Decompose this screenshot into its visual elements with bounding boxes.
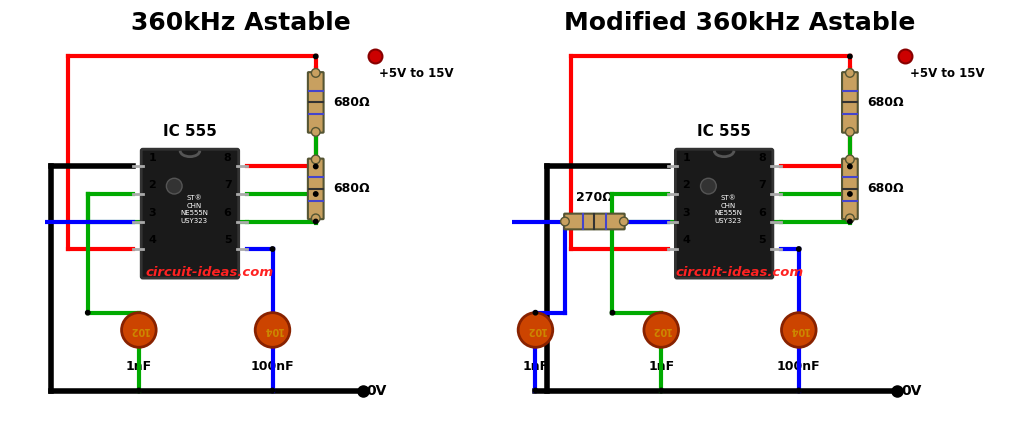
Text: 102: 102: [525, 325, 546, 335]
Text: IC 555: IC 555: [697, 124, 751, 139]
Text: 3: 3: [148, 208, 155, 218]
Text: 5: 5: [758, 235, 766, 245]
Text: 104: 104: [788, 325, 809, 335]
FancyBboxPatch shape: [308, 159, 324, 219]
Circle shape: [847, 219, 852, 224]
Text: 6: 6: [758, 208, 766, 218]
Text: ST®
CHN
NE555N
USY323: ST® CHN NE555N USY323: [180, 195, 208, 224]
Circle shape: [312, 128, 320, 136]
Circle shape: [533, 311, 537, 315]
Circle shape: [845, 155, 854, 164]
Text: circuit-ideas.com: circuit-ideas.com: [145, 266, 273, 279]
Text: 100nF: 100nF: [777, 360, 821, 373]
Text: 1nF: 1nF: [648, 360, 675, 373]
Text: 102: 102: [129, 325, 149, 335]
Text: 6: 6: [224, 208, 232, 218]
Circle shape: [659, 389, 663, 392]
Circle shape: [312, 214, 320, 223]
Text: 100nF: 100nF: [251, 360, 295, 373]
Text: 1nF: 1nF: [522, 360, 549, 373]
Text: 680Ω: 680Ω: [333, 183, 370, 195]
Circle shape: [611, 311, 615, 315]
Text: IC 555: IC 555: [163, 124, 216, 139]
Text: 5: 5: [224, 235, 232, 245]
Circle shape: [312, 69, 320, 77]
Text: +5V to 15V: +5V to 15V: [379, 66, 454, 80]
Text: +5V to 15V: +5V to 15V: [909, 66, 985, 80]
Circle shape: [845, 128, 854, 136]
Circle shape: [797, 247, 801, 251]
Circle shape: [533, 389, 537, 392]
Text: 7: 7: [758, 180, 766, 190]
Circle shape: [314, 54, 318, 58]
Circle shape: [85, 311, 90, 315]
FancyBboxPatch shape: [141, 149, 239, 278]
Text: ST®
CHN
NE555N
USY323: ST® CHN NE555N USY323: [714, 195, 742, 224]
Circle shape: [644, 313, 679, 347]
Text: 8: 8: [224, 152, 232, 163]
Circle shape: [270, 389, 274, 392]
Circle shape: [314, 192, 318, 196]
Text: 1: 1: [148, 152, 156, 163]
Circle shape: [847, 54, 852, 58]
Circle shape: [518, 313, 553, 347]
Text: 104: 104: [262, 325, 282, 335]
Circle shape: [781, 313, 816, 347]
Text: 2: 2: [148, 180, 156, 190]
Circle shape: [122, 313, 156, 347]
Circle shape: [845, 214, 854, 223]
Text: 1: 1: [683, 152, 690, 163]
Text: circuit-ideas.com: circuit-ideas.com: [676, 266, 804, 279]
FancyBboxPatch shape: [676, 149, 773, 278]
Text: 0V: 0V: [901, 384, 922, 397]
FancyBboxPatch shape: [564, 214, 625, 229]
Circle shape: [847, 192, 852, 196]
Circle shape: [701, 178, 716, 194]
Circle shape: [167, 178, 182, 194]
Text: 680Ω: 680Ω: [868, 183, 904, 195]
Text: 2: 2: [683, 180, 690, 190]
Text: 102: 102: [651, 325, 672, 335]
Circle shape: [314, 164, 318, 169]
Text: 4: 4: [148, 235, 156, 245]
Text: Modified 360kHz Astable: Modified 360kHz Astable: [564, 11, 915, 35]
Text: 8: 8: [758, 152, 766, 163]
Text: 3: 3: [683, 208, 690, 218]
Text: 680Ω: 680Ω: [868, 96, 904, 109]
Text: 4: 4: [683, 235, 690, 245]
Circle shape: [255, 313, 290, 347]
FancyBboxPatch shape: [842, 159, 858, 219]
Circle shape: [314, 219, 318, 224]
Text: 360kHz Astable: 360kHz Astable: [131, 11, 351, 35]
Text: 680Ω: 680Ω: [333, 96, 370, 109]
Text: 7: 7: [224, 180, 232, 190]
Circle shape: [797, 389, 801, 392]
FancyBboxPatch shape: [308, 72, 324, 132]
Circle shape: [312, 155, 320, 164]
FancyBboxPatch shape: [842, 72, 858, 132]
Circle shape: [845, 69, 854, 77]
Circle shape: [561, 217, 569, 226]
Circle shape: [270, 247, 274, 251]
Circle shape: [847, 164, 852, 169]
Circle shape: [137, 389, 141, 392]
Circle shape: [620, 217, 628, 226]
Text: 1nF: 1nF: [126, 360, 152, 373]
Text: 270Ω: 270Ω: [576, 191, 613, 204]
Text: 0V: 0V: [367, 384, 387, 397]
